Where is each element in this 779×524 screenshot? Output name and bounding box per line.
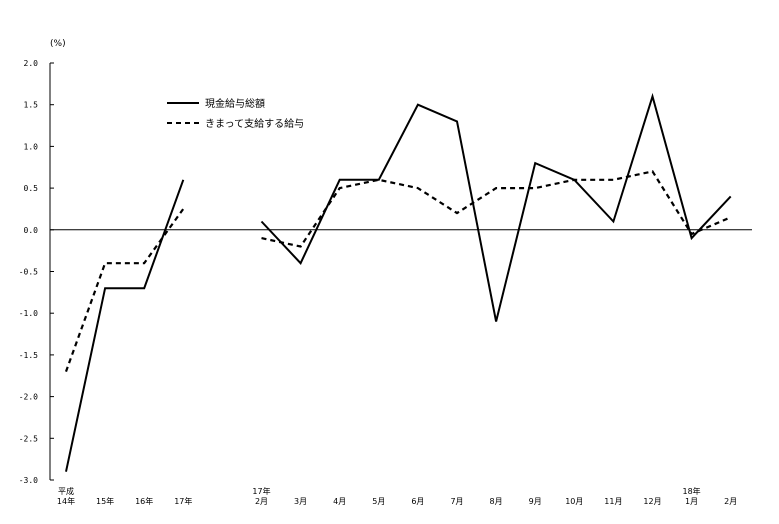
- y-tick-label: -1.0: [19, 309, 38, 318]
- x-tick-label: 6月: [411, 497, 424, 506]
- x-tick-label: 17年: [174, 496, 192, 506]
- legend-label: きまって支給する給与: [205, 117, 304, 130]
- y-tick-label: -2.0: [19, 393, 38, 402]
- series-contractual-earnings-segment-1: [64, 208, 185, 372]
- x-tick-label: 11月: [604, 497, 622, 506]
- x-tick-label: 9月: [529, 497, 542, 506]
- series-contractual-earnings-segment-2: [261, 170, 732, 248]
- y-tick-label: 2.0: [24, 59, 39, 68]
- x-tick-label: 8月: [490, 497, 503, 506]
- series-lines: [64, 92, 732, 472]
- y-tick-label: 1.5: [24, 101, 39, 110]
- y-tick-label: 0.5: [24, 184, 39, 193]
- y-tick-label: -2.5: [19, 434, 38, 443]
- x-tick-label: 5月: [372, 497, 385, 506]
- y-tick-label: 1.0: [24, 142, 39, 151]
- y-axis-unit-label: (%): [50, 39, 66, 49]
- legend-label: 現金給与総額: [205, 97, 265, 110]
- x-tick-label: 12月: [643, 497, 661, 506]
- axes: [49, 62, 752, 481]
- x-tick-labels: 平成 14年 15年 16年 17年 17年 2月 3月 4月 5月 6月 7月 8月 9月 10月 11月 1…: [57, 486, 737, 506]
- y-tick-label: -0.5: [19, 268, 38, 277]
- x-tick-label: 18年 1月: [683, 486, 701, 506]
- x-tick-label: 4月: [333, 497, 346, 506]
- series-total-cash-earnings-segment-1: [65, 179, 185, 472]
- x-tick-label: 10月: [565, 497, 583, 506]
- y-tick-label: -3.0: [19, 476, 38, 485]
- series-total-cash-earnings-segment-2: [260, 92, 732, 322]
- y-tick-labels: 2.0 1.5 1.0 0.5 0.0 -0.5 -1.0 -1.5 -2.0 -2.5 -3.0: [19, 59, 38, 485]
- x-tick-label: 7月: [450, 497, 463, 506]
- x-tick-label: 平成 14年: [57, 486, 75, 506]
- x-tick-label: 2月: [724, 497, 737, 506]
- y-tick-label: 0.0: [24, 226, 39, 235]
- x-tick-label: 3月: [294, 497, 307, 506]
- y-tick-label: -1.5: [19, 351, 38, 360]
- x-tick-label: 15年: [96, 496, 114, 506]
- x-tick-label: 17年 2月: [252, 486, 270, 506]
- x-tick-label: 16年: [135, 496, 153, 506]
